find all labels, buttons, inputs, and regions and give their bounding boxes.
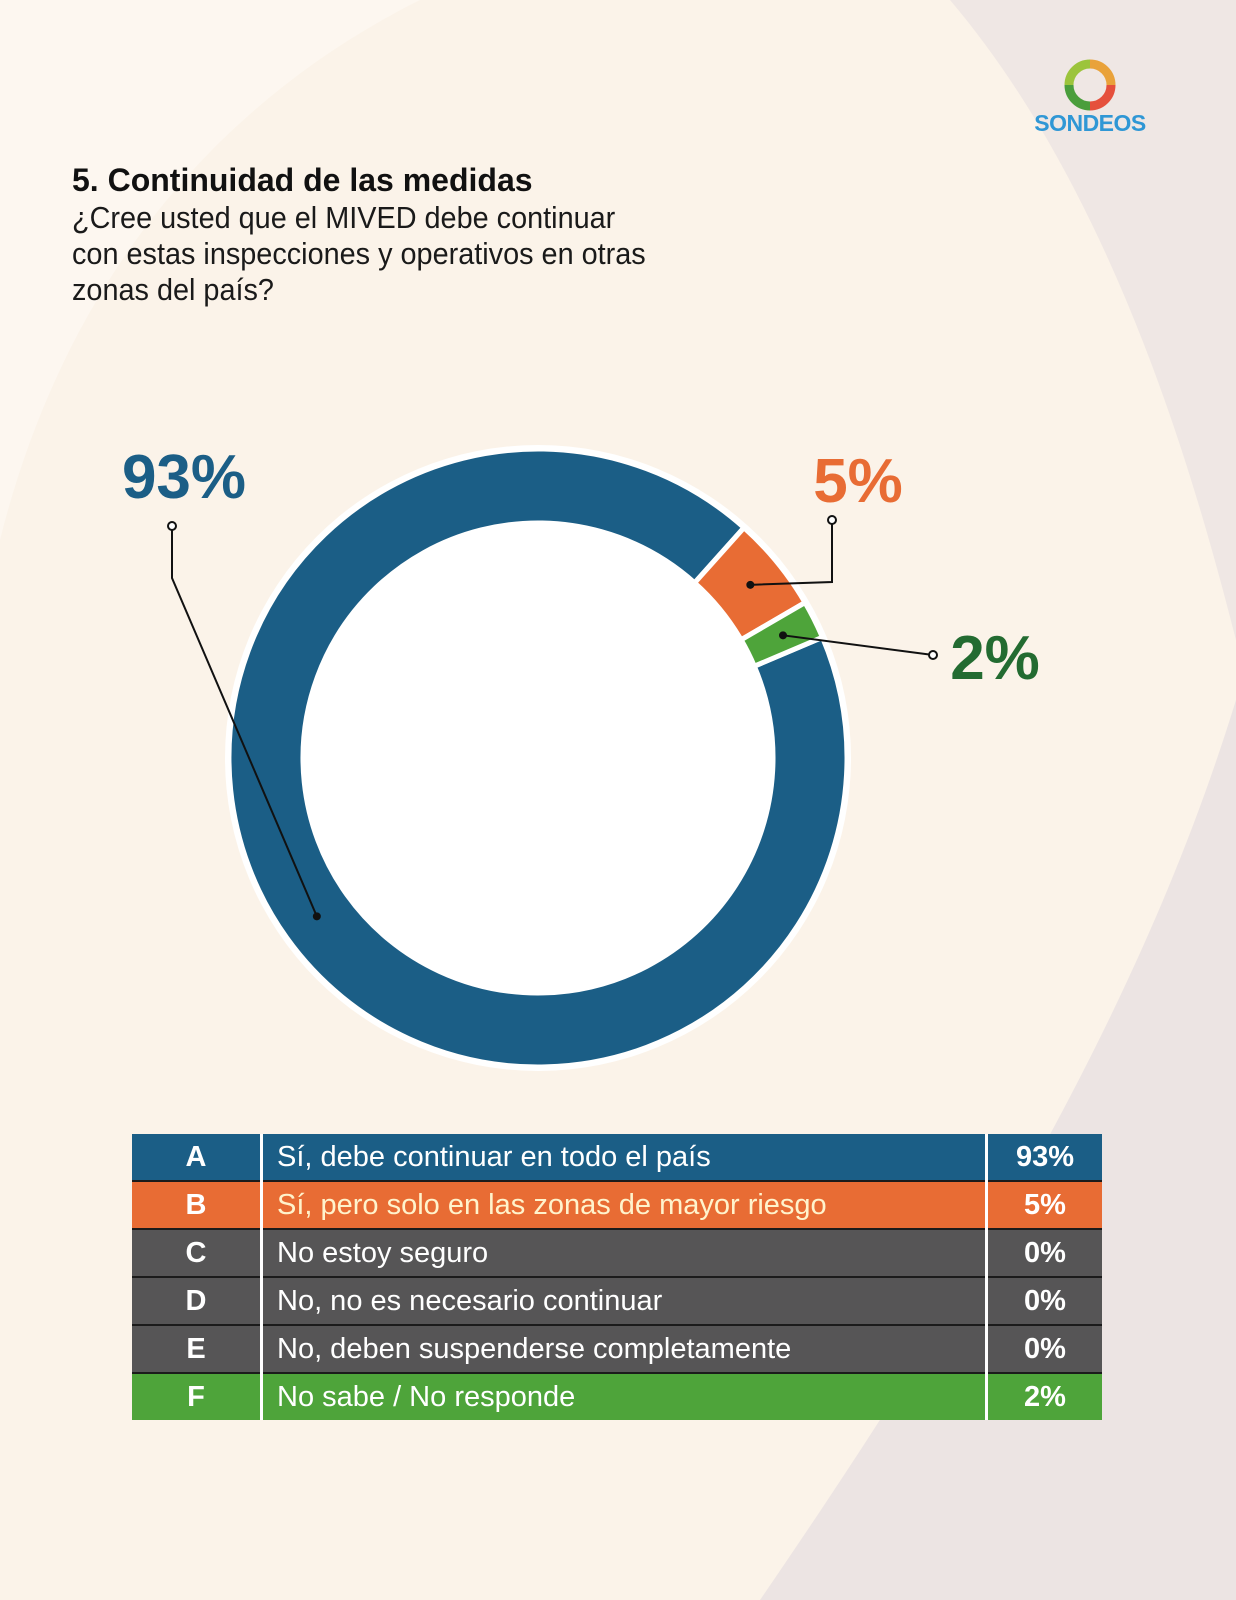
- option-percentage: 93%: [1015, 1140, 1075, 1173]
- page-title: 5. Continuidad de las medidas: [72, 162, 533, 198]
- data-label-1: 93%: [122, 443, 246, 512]
- option-label: No estoy seguro: [261, 1228, 988, 1277]
- survey-question: ¿Cree usted que el MIVED debe continuar …: [72, 200, 646, 307]
- legend-row-d: D No, no es necesario continuar 0%: [132, 1276, 1102, 1325]
- legend-row-e: E No, deben suspenderse completamente 0%: [132, 1324, 1102, 1373]
- option-label: Sí, debe continuar en todo el país: [261, 1134, 988, 1181]
- leader-end-1: [167, 521, 177, 531]
- legend-row-c: C No estoy seguro 0%: [132, 1228, 1102, 1277]
- logo-ring-icon: [1064, 59, 1116, 111]
- legend-row-b: B Sí, pero solo en las zonas de mayor rie…: [132, 1180, 1102, 1229]
- option-label: No, deben suspenderse completamente: [261, 1324, 988, 1373]
- logo-text: SONDEOS: [1034, 110, 1146, 136]
- option-letter: A: [132, 1134, 263, 1181]
- option-letter: B: [132, 1180, 263, 1229]
- leader-dot-2: [746, 580, 755, 589]
- option-letter: C: [132, 1228, 263, 1277]
- option-label: No, no es necesario continuar: [261, 1276, 988, 1325]
- leader-end-2: [827, 515, 837, 525]
- option-percentage: 0%: [986, 1276, 1102, 1325]
- option-percentage: 0%: [986, 1228, 1102, 1277]
- leader-line-2: [750, 520, 833, 586]
- option-percentage: 5%: [986, 1180, 1102, 1229]
- leader-line-1: [171, 526, 318, 917]
- leader-dot-3: [778, 631, 787, 640]
- option-label: Sí, pero solo en las zonas de mayor ries…: [261, 1180, 988, 1229]
- leader-dot-1: [312, 912, 321, 921]
- option-percentage: 0%: [986, 1324, 1102, 1373]
- data-label-3: 2%: [950, 624, 1040, 693]
- data-label-2: 5%: [813, 447, 903, 516]
- donut-hole: [305, 525, 771, 991]
- answers-table: A Sí, debe continuar en todo el país 93% B S…: [132, 1134, 1102, 1420]
- option-percentage: 2%: [986, 1372, 1102, 1420]
- leader-end-3: [928, 650, 938, 660]
- option-letter: F: [132, 1372, 263, 1420]
- slice-a: [226, 446, 850, 1070]
- donut-chart: 93% 5% 2%: [122, 443, 1040, 1071]
- option-label: No sabe / No responde: [261, 1372, 988, 1420]
- option-letter: D: [132, 1276, 263, 1325]
- legend-row-a: A Sí, debe continuar en todo el país 93%: [132, 1134, 1102, 1181]
- leader-line-3: [782, 634, 934, 656]
- legend-row-f: F No sabe / No responde 2%: [132, 1372, 1102, 1420]
- option-letter: E: [132, 1324, 263, 1373]
- sondeos-logo: SONDEOS: [1015, 58, 1165, 138]
